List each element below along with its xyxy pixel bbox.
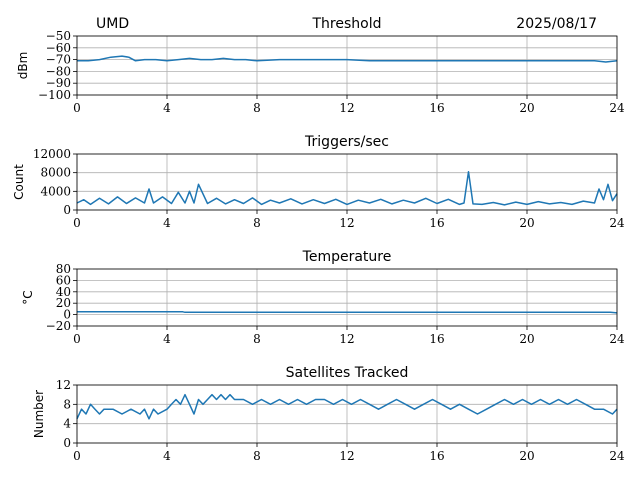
site-label: UMD bbox=[96, 16, 129, 32]
x-tick-label: 0 bbox=[73, 216, 81, 230]
y-tick-label: 8 bbox=[63, 397, 71, 411]
x-tick-label: 24 bbox=[609, 216, 625, 230]
y-axis-label: °C bbox=[21, 290, 35, 304]
x-tick-label: 8 bbox=[253, 216, 261, 230]
x-tick-label: 0 bbox=[73, 449, 81, 463]
x-tick-label: 12 bbox=[339, 101, 354, 115]
y-tick-label: 4000 bbox=[40, 184, 71, 198]
panel-2: 0 4 8 12 16 20 24 0 4000 8000 12000 Triggers/sec Cou… bbox=[12, 134, 625, 230]
y-tick-label: 12 bbox=[56, 378, 71, 392]
chart-title: Triggers/sec bbox=[304, 134, 389, 150]
x-tick-label: 20 bbox=[519, 332, 534, 346]
y-tick-label: −50 bbox=[46, 29, 71, 43]
x-tick-label: 0 bbox=[73, 332, 81, 346]
x-tick-label: 4 bbox=[163, 216, 171, 230]
x-tick-label: 12 bbox=[339, 216, 354, 230]
x-tick-label: 16 bbox=[429, 332, 444, 346]
x-tick-label: 16 bbox=[429, 449, 444, 463]
chart-panels: 0 4 8 12 16 20 24 −50−60−70−80−90−100 Threshold d… bbox=[12, 16, 625, 463]
panel-4: 0 4 8 12 16 20 24 0 4 8 12 Satellites Tracked Number bbox=[32, 365, 625, 463]
y-tick-label: −20 bbox=[46, 319, 71, 333]
chart-title: Temperature bbox=[302, 249, 392, 265]
x-tick-label: 8 bbox=[253, 101, 261, 115]
x-tick-label: 12 bbox=[339, 332, 354, 346]
series-line-1 bbox=[77, 55, 618, 63]
y-tick-label: 12000 bbox=[33, 147, 71, 161]
panel-1: 0 4 8 12 16 20 24 −50−60−70−80−90−100 Threshold d… bbox=[16, 16, 625, 115]
x-tick-label: 24 bbox=[609, 101, 625, 115]
y-tick-label: −80 bbox=[46, 64, 71, 78]
y-tick-label: 40 bbox=[56, 285, 71, 299]
y-tick-label: −60 bbox=[46, 41, 71, 55]
series-line-1 bbox=[76, 393, 618, 420]
y-tick-label: −90 bbox=[46, 76, 71, 90]
date-label: 2025/08/17 bbox=[516, 16, 597, 32]
y-tick-label: 60 bbox=[56, 273, 71, 287]
x-tick-label: 4 bbox=[163, 332, 171, 346]
chart-title: Satellites Tracked bbox=[286, 365, 409, 381]
y-axis-label: Number bbox=[32, 390, 46, 438]
x-tick-label: 16 bbox=[429, 216, 444, 230]
y-tick-label: 0 bbox=[63, 436, 71, 450]
y-tick-label: 4 bbox=[63, 417, 71, 431]
y-tick-label: −70 bbox=[46, 53, 71, 67]
y-tick-label: 20 bbox=[56, 296, 71, 310]
y-tick-label: 80 bbox=[56, 262, 71, 276]
y-axis-label: Count bbox=[12, 164, 26, 200]
y-axis-label: dBm bbox=[16, 52, 30, 80]
y-tick-label: 0 bbox=[63, 308, 71, 322]
x-tick-label: 12 bbox=[339, 449, 354, 463]
x-tick-label: 24 bbox=[609, 332, 625, 346]
x-tick-label: 8 bbox=[253, 449, 261, 463]
x-tick-label: 8 bbox=[253, 332, 261, 346]
series-line-1 bbox=[76, 170, 618, 206]
y-tick-label: 0 bbox=[63, 203, 71, 217]
x-tick-label: 16 bbox=[429, 101, 444, 115]
chart-title: Threshold bbox=[312, 16, 382, 32]
y-tick-label: 8000 bbox=[40, 166, 71, 180]
x-tick-label: 4 bbox=[163, 449, 171, 463]
x-tick-label: 20 bbox=[519, 101, 534, 115]
x-tick-label: 4 bbox=[163, 101, 171, 115]
x-tick-label: 24 bbox=[609, 449, 625, 463]
x-tick-label: 0 bbox=[73, 101, 81, 115]
y-tick-label: −100 bbox=[38, 88, 71, 102]
x-tick-label: 20 bbox=[519, 216, 534, 230]
series-line-1 bbox=[77, 311, 618, 314]
x-tick-label: 20 bbox=[519, 449, 534, 463]
